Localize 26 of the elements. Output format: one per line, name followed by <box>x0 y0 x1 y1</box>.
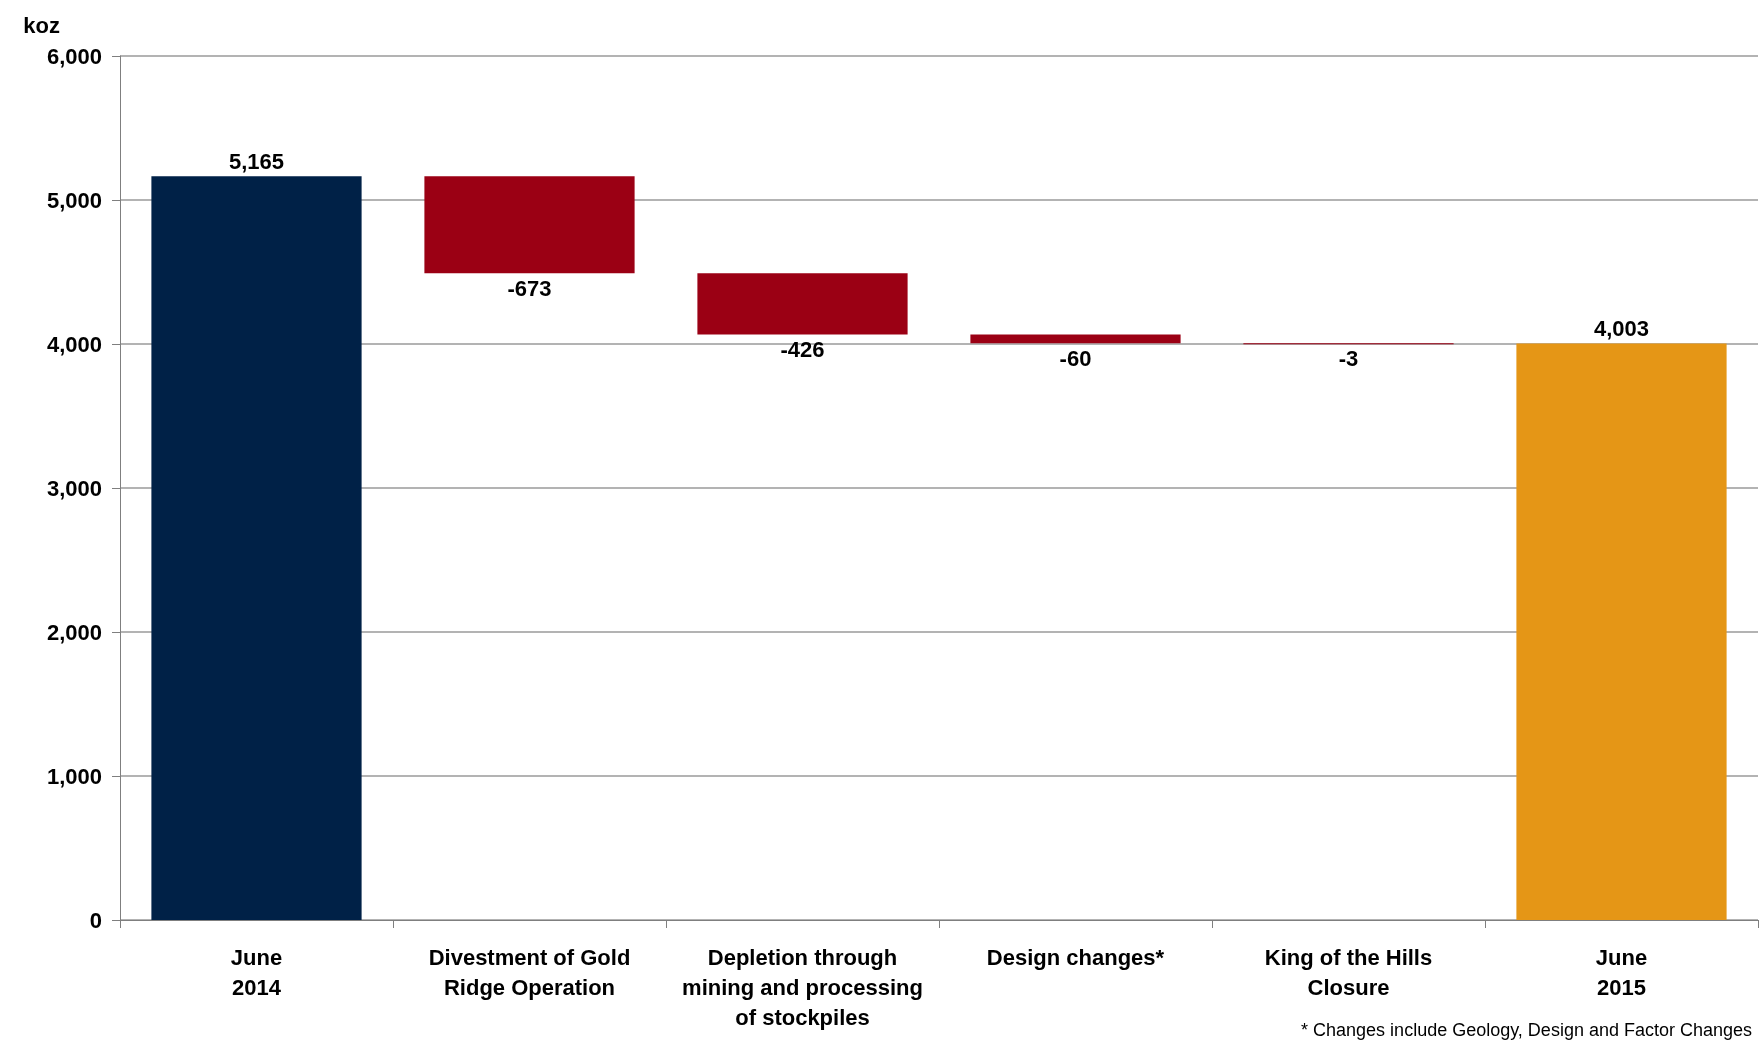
x-tick-label: Design changes* <box>986 944 1165 970</box>
x-tick-label: King of the Hills Closure <box>1264 944 1433 1000</box>
bar <box>424 176 635 274</box>
data-label: -3 <box>1338 346 1359 372</box>
y-tick-label: 3,000 <box>46 475 102 501</box>
y-tick-label: 5,000 <box>46 187 102 213</box>
data-label: 4,003 <box>1593 316 1650 342</box>
y-tick-label: 6,000 <box>46 43 102 69</box>
y-axis-title: koz <box>23 12 60 38</box>
y-tick-label: 1,000 <box>46 763 102 789</box>
y-tick-label: 0 <box>89 907 102 933</box>
bar <box>970 334 1181 344</box>
data-label: -426 <box>780 337 825 362</box>
y-tick-label: 4,000 <box>46 331 102 357</box>
bar <box>697 273 908 335</box>
bar <box>1516 343 1727 920</box>
y-tick-label: 2,000 <box>46 619 102 645</box>
x-tick-label: Depletion through mining and processing of stockpiles <box>682 944 923 1030</box>
x-tick-label: Divestment of Gold Ridge Operation <box>428 944 631 1000</box>
bar <box>151 176 362 920</box>
text: * Changes include Geology, Design and Factor Changes <box>1301 1020 1753 1040</box>
data-label: -60 <box>1059 345 1092 371</box>
data-label: 5,165 <box>228 148 285 174</box>
x-tick-label: June 2014 <box>230 944 283 1000</box>
x-tick-label: June 2015 <box>1595 944 1648 1000</box>
data-label: -673 <box>507 275 552 301</box>
